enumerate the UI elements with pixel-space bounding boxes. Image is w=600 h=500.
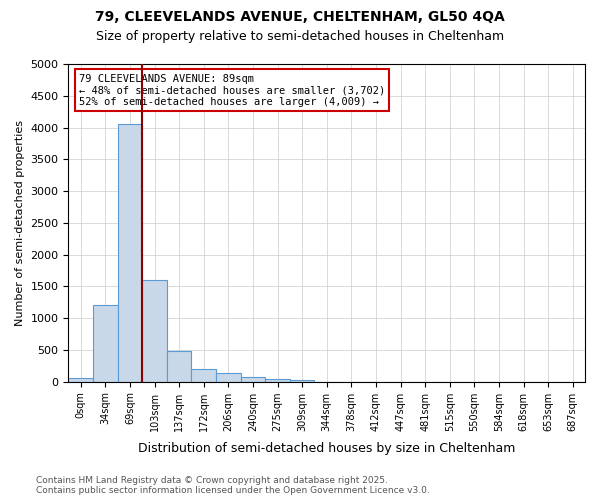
Text: 79 CLEEVELANDS AVENUE: 89sqm
← 48% of semi-detached houses are smaller (3,702)
5: 79 CLEEVELANDS AVENUE: 89sqm ← 48% of se… [79,74,385,106]
Bar [167,351,191,382]
Bar [93,306,118,382]
Bar [68,378,93,382]
Bar [142,280,167,382]
Y-axis label: Number of semi-detached properties: Number of semi-detached properties [15,120,25,326]
Text: 79, CLEEVELANDS AVENUE, CHELTENHAM, GL50 4QA: 79, CLEEVELANDS AVENUE, CHELTENHAM, GL50… [95,10,505,24]
X-axis label: Distribution of semi-detached houses by size in Cheltenham: Distribution of semi-detached houses by … [138,442,515,455]
Bar [265,379,290,382]
Text: Contains HM Land Registry data © Crown copyright and database right 2025.
Contai: Contains HM Land Registry data © Crown c… [36,476,430,495]
Bar [216,374,241,382]
Bar [118,124,142,382]
Bar [241,377,265,382]
Bar [290,380,314,382]
Text: Size of property relative to semi-detached houses in Cheltenham: Size of property relative to semi-detach… [96,30,504,43]
Bar [191,369,216,382]
